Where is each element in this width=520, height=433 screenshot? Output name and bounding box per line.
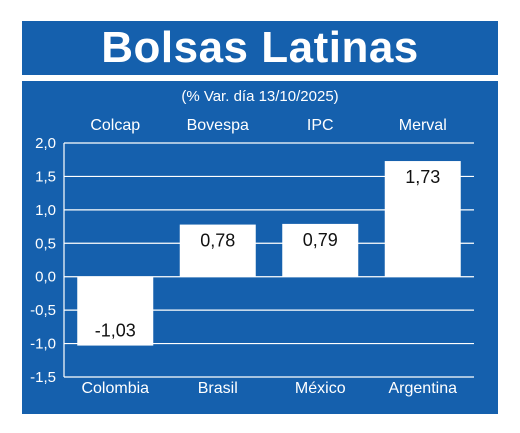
index-label: Bovespa (187, 117, 249, 134)
bar-chart: (% Var. día 13/10/2025) 2,0 1,5 1,0 0,5 0,0 -0… (30, 88, 474, 397)
bar-argentina (384, 161, 461, 277)
y-tick-label: 1,0 (35, 202, 56, 219)
chart-subtitle: (% Var. día 13/10/2025) (181, 88, 338, 105)
bar-méxico (282, 223, 359, 277)
index-label: Merval (399, 117, 447, 134)
y-tick-label: -1,0 (30, 336, 56, 353)
title-banner: Bolsas Latinas (22, 21, 498, 75)
category-label: Colombia (81, 380, 149, 397)
y-tick-label: 1,5 (35, 168, 56, 185)
chart-title: Bolsas Latinas (101, 23, 419, 72)
category-label: México (295, 380, 346, 397)
value-label: 0,79 (303, 230, 338, 250)
category-label: Argentina (389, 380, 458, 397)
value-label: -1,03 (95, 321, 136, 341)
y-tick-label: 2,0 (35, 135, 56, 152)
category-label: Brasil (198, 380, 238, 397)
bar-colombia (77, 276, 154, 346)
value-label: 0,78 (200, 231, 235, 251)
y-tick-label: 0,0 (35, 269, 56, 286)
y-tick-label: -0,5 (30, 302, 56, 319)
y-tick-label: 0,5 (35, 235, 56, 252)
y-tick-label: -1,5 (30, 369, 56, 386)
value-label: 1,73 (405, 167, 440, 187)
index-label: Colcap (90, 117, 140, 134)
index-label: IPC (307, 117, 334, 134)
chart-panel: (% Var. día 13/10/2025) 2,0 1,5 1,0 0,5 0,0 -0… (22, 81, 498, 414)
bar-brasil (179, 224, 256, 277)
